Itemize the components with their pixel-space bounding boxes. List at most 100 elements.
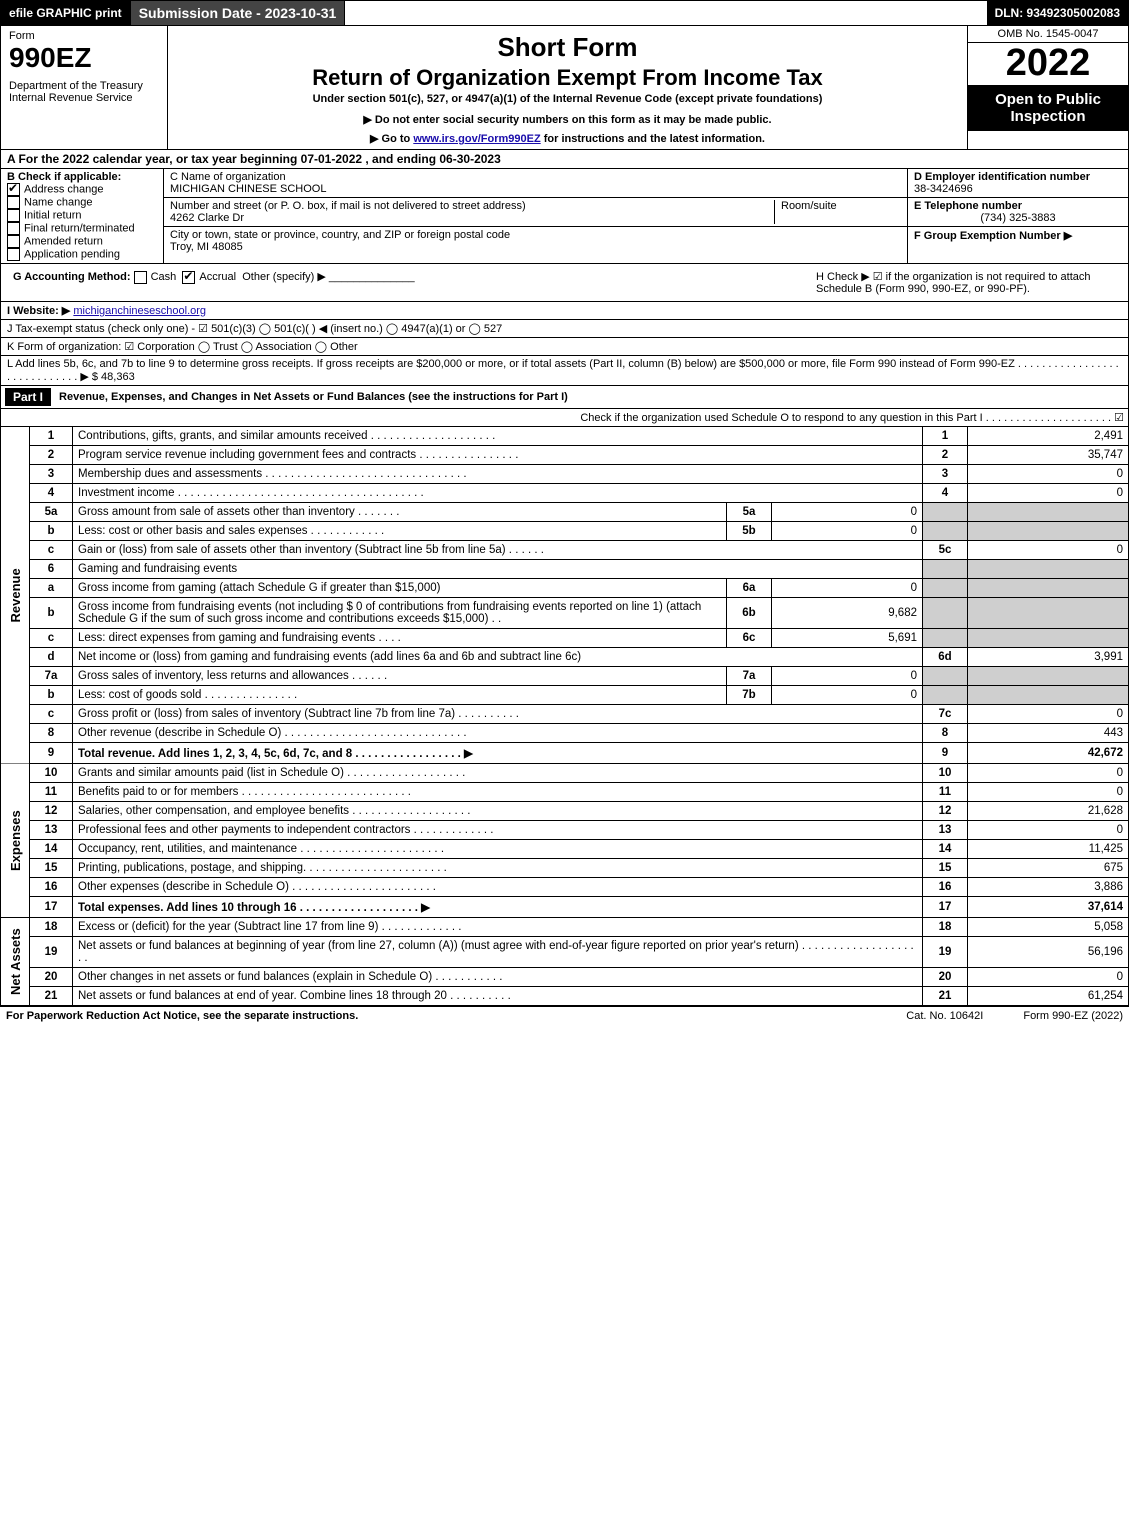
line-code: 10 (923, 764, 968, 783)
line-desc: Other revenue (describe in Schedule O) .… (73, 724, 923, 743)
chk-final-return[interactable]: Final return/terminated (7, 222, 157, 235)
sub-value: 0 (772, 503, 923, 522)
line-row: 11Benefits paid to or for members . . . … (1, 783, 1129, 802)
line-value: 5,058 (968, 918, 1129, 937)
sub-code: 6b (727, 598, 772, 629)
line-number: 3 (30, 465, 73, 484)
line-number: 18 (30, 918, 73, 937)
org-name: MICHIGAN CHINESE SCHOOL (170, 183, 901, 195)
chk-amended-return[interactable]: Amended return (7, 235, 157, 248)
line-row: 15Printing, publications, postage, and s… (1, 859, 1129, 878)
line-desc: Printing, publications, postage, and shi… (73, 859, 923, 878)
line-desc: Total expenses. Add lines 10 through 16 … (73, 897, 923, 918)
part1-title: Revenue, Expenses, and Changes in Net As… (59, 391, 568, 403)
page-footer: For Paperwork Reduction Act Notice, see … (0, 1006, 1129, 1025)
col-c-org-info: C Name of organization MICHIGAN CHINESE … (164, 169, 908, 263)
submission-date: Submission Date - 2023-10-31 (131, 1, 346, 25)
chk-address-change[interactable]: Address change (7, 183, 157, 196)
line-number: c (30, 541, 73, 560)
line-code: 3 (923, 465, 968, 484)
form-label: Form (9, 30, 159, 42)
line-number: c (30, 629, 73, 648)
chk-initial-return[interactable]: Initial return (7, 209, 157, 222)
c-name-label: C Name of organization (170, 171, 901, 183)
footer-left: For Paperwork Reduction Act Notice, see … (6, 1010, 866, 1022)
line-row: cLess: direct expenses from gaming and f… (1, 629, 1129, 648)
row-j: J Tax-exempt status (check only one) - ☑… (0, 320, 1129, 338)
line-number: 7a (30, 667, 73, 686)
chk-accrual[interactable] (182, 271, 195, 284)
sub-value: 0 (772, 579, 923, 598)
efile-label[interactable]: efile GRAPHIC print (1, 1, 131, 25)
line-value: 443 (968, 724, 1129, 743)
line-number: 21 (30, 987, 73, 1006)
part1-label: Part I (5, 388, 51, 406)
line-row: Expenses10Grants and similar amounts pai… (1, 764, 1129, 783)
dln-label: DLN: 93492305002083 (987, 1, 1128, 25)
chk-cash[interactable] (134, 271, 147, 284)
line-code (923, 667, 968, 686)
sub-value: 0 (772, 686, 923, 705)
line-value (968, 503, 1129, 522)
line-row: 21Net assets or fund balances at end of … (1, 987, 1129, 1006)
ein-label: D Employer identification number (914, 171, 1122, 183)
line-desc: Net income or (loss) from gaming and fun… (73, 648, 923, 667)
line-row: Revenue1Contributions, gifts, grants, an… (1, 427, 1129, 446)
line-desc: Professional fees and other payments to … (73, 821, 923, 840)
line-code: 20 (923, 968, 968, 987)
line-row: bLess: cost of goods sold . . . . . . . … (1, 686, 1129, 705)
line-value (968, 522, 1129, 541)
website-link[interactable]: michiganchineseschool.org (73, 305, 206, 317)
line-code: 9 (923, 743, 968, 764)
line-code: 12 (923, 802, 968, 821)
line-value: 3,991 (968, 648, 1129, 667)
col-def: D Employer identification number 38-3424… (908, 169, 1128, 263)
line-row: 14Occupancy, rent, utilities, and mainte… (1, 840, 1129, 859)
row-k: K Form of organization: ☑ Corporation ◯ … (0, 338, 1129, 356)
line-row: 17Total expenses. Add lines 10 through 1… (1, 897, 1129, 918)
line-desc: Gross income from gaming (attach Schedul… (73, 579, 727, 598)
line-number: 20 (30, 968, 73, 987)
sub-code: 6a (727, 579, 772, 598)
line-number: 13 (30, 821, 73, 840)
line-desc: Membership dues and assessments . . . . … (73, 465, 923, 484)
line-code: 21 (923, 987, 968, 1006)
line-code: 5c (923, 541, 968, 560)
line-value: 675 (968, 859, 1129, 878)
line-desc: Grants and similar amounts paid (list in… (73, 764, 923, 783)
line-row: bLess: cost or other basis and sales exp… (1, 522, 1129, 541)
line-value: 0 (968, 541, 1129, 560)
chk-name-change[interactable]: Name change (7, 196, 157, 209)
sub-code: 7b (727, 686, 772, 705)
line-number: 12 (30, 802, 73, 821)
header-center: Short Form Return of Organization Exempt… (168, 26, 967, 149)
tel-value: (734) 325-3883 (914, 212, 1122, 224)
row-g-h: G Accounting Method: Cash Accrual Other … (0, 264, 1129, 302)
part1-header-row: Part I Revenue, Expenses, and Changes in… (0, 386, 1129, 409)
line-desc: Gross sales of inventory, less returns a… (73, 667, 727, 686)
sub-code: 7a (727, 667, 772, 686)
line-value: 2,491 (968, 427, 1129, 446)
dept-treasury: Department of the Treasury (9, 80, 159, 92)
section-side-label: Expenses (1, 764, 30, 918)
line-desc: Gross income from fundraising events (no… (73, 598, 727, 629)
sub-value: 9,682 (772, 598, 923, 629)
sub-value: 5,691 (772, 629, 923, 648)
header-left: Form 990EZ Department of the Treasury In… (1, 26, 168, 149)
line-code: 14 (923, 840, 968, 859)
line-row: 3Membership dues and assessments . . . .… (1, 465, 1129, 484)
ein-value: 38-3424696 (914, 183, 1122, 195)
line-value (968, 579, 1129, 598)
lines-table: Revenue1Contributions, gifts, grants, an… (0, 427, 1129, 1006)
line-value: 37,614 (968, 897, 1129, 918)
line-desc: Gain or (loss) from sale of assets other… (73, 541, 923, 560)
row-l: L Add lines 5b, 6c, and 7b to line 9 to … (0, 356, 1129, 386)
line-row: 6Gaming and fundraising events (1, 560, 1129, 579)
line-row: 7aGross sales of inventory, less returns… (1, 667, 1129, 686)
chk-application-pending[interactable]: Application pending (7, 248, 157, 261)
irs-link[interactable]: www.irs.gov/Form990EZ (413, 133, 540, 145)
line-desc: Total revenue. Add lines 1, 2, 3, 4, 5c,… (73, 743, 923, 764)
tax-year: 2022 (968, 43, 1128, 85)
short-form-title: Short Form (172, 32, 963, 63)
line-value: 35,747 (968, 446, 1129, 465)
